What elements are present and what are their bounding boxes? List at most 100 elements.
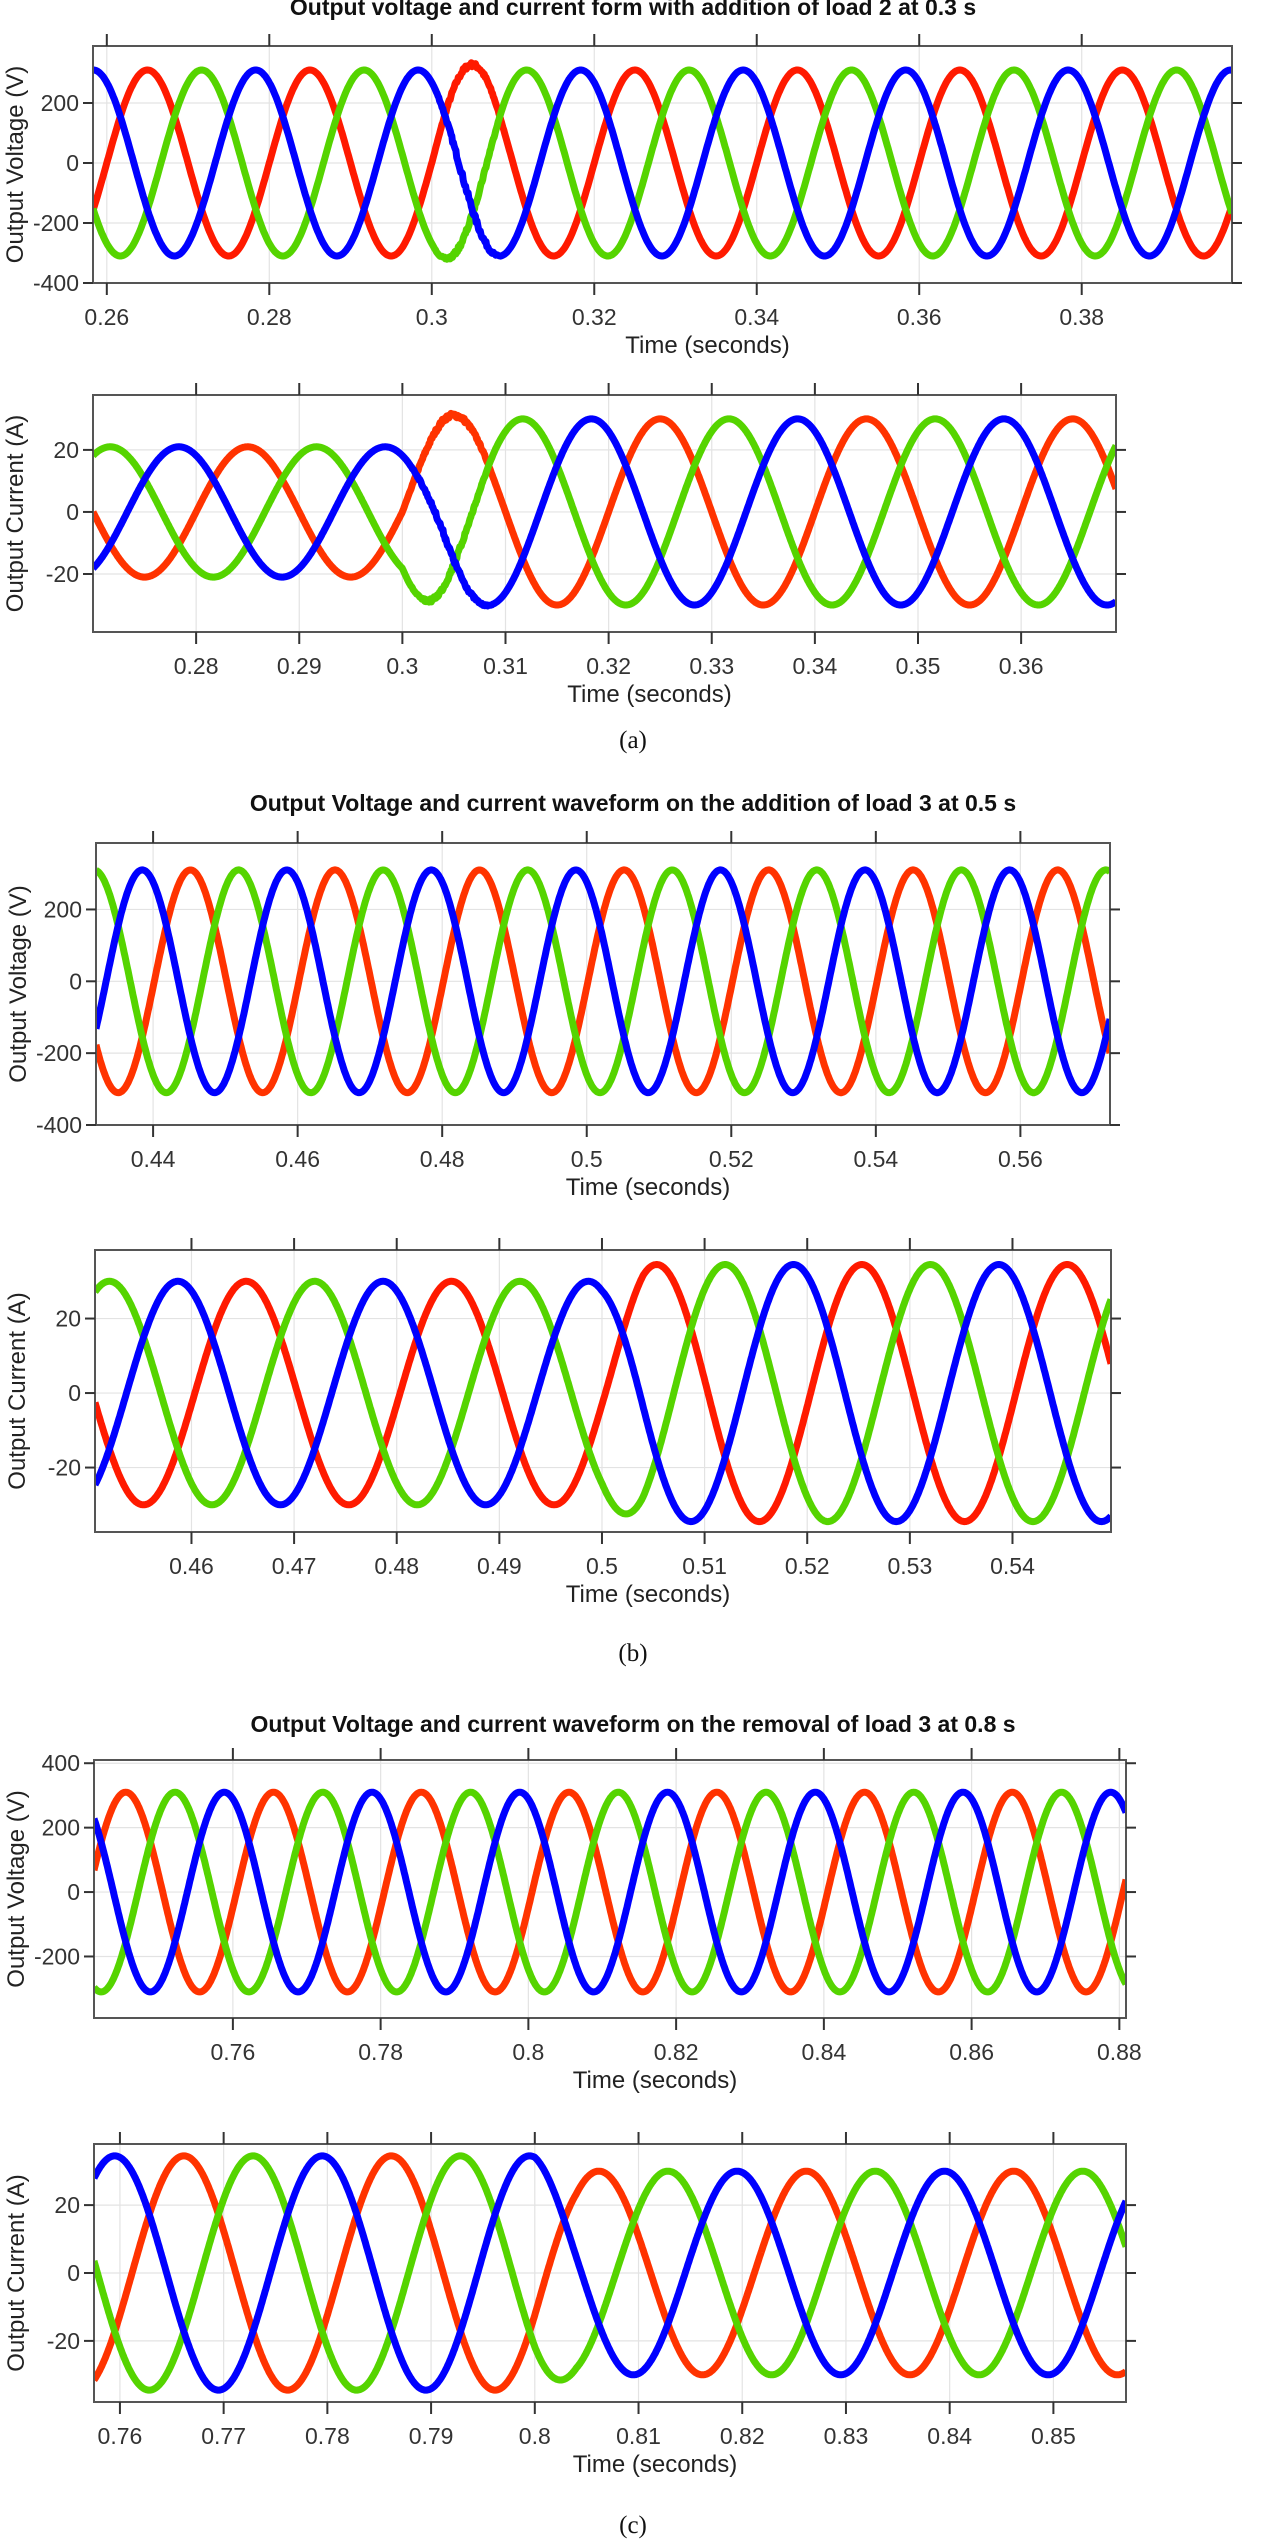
x-tick-label: 0.32: [572, 304, 617, 330]
y-tick-label: -200: [34, 1943, 80, 1969]
x-tick-label: 0.47: [272, 1553, 317, 1579]
x-tick-label: 0.82: [654, 2039, 699, 2065]
x-tick-label: 0.32: [586, 653, 631, 679]
trace-phase-c: [93, 415, 1116, 610]
x-tick-label: 0.34: [792, 653, 837, 679]
x-tick-label: 0.36: [897, 304, 942, 330]
x-axis-label: Time (seconds): [566, 1174, 730, 1201]
waveform-traces: [96, 866, 1110, 1097]
axes-frame: [95, 842, 1111, 1126]
y-axis-label: Output Voltage (V): [2, 66, 29, 263]
y-tick-label: -400: [33, 270, 79, 296]
x-tick-label: 0.52: [709, 1146, 754, 1172]
y-tick-label: 20: [55, 1306, 81, 1332]
y-tick-label: -200: [33, 210, 79, 236]
y-tick-label: -20: [48, 1455, 81, 1481]
x-tick-label: 0.3: [416, 304, 448, 330]
waveform-traces: [93, 59, 1232, 263]
axes-frame: [92, 394, 1117, 633]
x-tick-label: 0.79: [409, 2423, 454, 2449]
x-tick-label: 0.33: [689, 653, 734, 679]
figure-a-caption: (a): [619, 727, 647, 754]
y-axis-label: Output Current (A): [3, 2174, 30, 2371]
figure-b-caption: (b): [618, 1640, 648, 1667]
axes-frame: [92, 45, 1233, 284]
x-tick-label: 0.52: [785, 1553, 830, 1579]
x-tick-label: 0.81: [616, 2423, 661, 2449]
trace-phase-a: [95, 1261, 1111, 1526]
y-tick-label: 0: [66, 499, 79, 525]
trace-phase-a: [93, 409, 1116, 609]
y-tick-label: 0: [66, 150, 79, 176]
x-tick-label: 0.78: [305, 2423, 350, 2449]
trace-phase-c: [95, 1261, 1111, 1526]
y-tick-label: 400: [42, 1750, 80, 1776]
y-tick-label: 0: [68, 1380, 81, 1406]
x-axis-label: Time (seconds): [625, 332, 789, 359]
trace-phase-b: [93, 415, 1116, 609]
x-tick-label: 0.31: [483, 653, 528, 679]
x-tick-label: 0.29: [277, 653, 322, 679]
x-tick-label: 0.8: [519, 2423, 551, 2449]
y-tick-label: -20: [47, 2328, 80, 2354]
trace-phase-b: [94, 2152, 1126, 2394]
axes-frame: [93, 1759, 1127, 2019]
x-tick-label: 0.28: [174, 653, 219, 679]
y-tick-label: 200: [42, 1815, 80, 1841]
y-tick-label: 20: [54, 2192, 80, 2218]
x-axis-label: Time (seconds): [573, 2067, 737, 2094]
trace-phase-b: [95, 1261, 1111, 1526]
y-axis-label: Output Current (A): [4, 1292, 31, 1489]
y-tick-label: -400: [36, 1112, 82, 1138]
x-tick-label: 0.28: [247, 304, 292, 330]
trace-phase-a: [94, 2152, 1126, 2394]
x-tick-label: 0.5: [586, 1553, 618, 1579]
trace-phase-c: [96, 866, 1110, 1097]
figure-c-title: Output Voltage and current waveform on t…: [250, 1711, 1016, 1737]
figure-b-title: Output Voltage and current waveform on t…: [249, 790, 1017, 816]
x-tick-label: 0.86: [949, 2039, 994, 2065]
x-tick-label: 0.48: [374, 1553, 419, 1579]
x-axis-label: Time (seconds): [573, 2451, 737, 2478]
trace-phase-c: [93, 66, 1232, 260]
x-tick-label: 0.84: [801, 2039, 846, 2065]
x-tick-label: 0.56: [998, 1146, 1043, 1172]
x-tick-label: 0.84: [927, 2423, 972, 2449]
x-tick-label: 0.82: [720, 2423, 765, 2449]
x-tick-label: 0.46: [169, 1553, 214, 1579]
y-tick-label: -200: [36, 1040, 82, 1066]
y-tick-label: 20: [53, 437, 79, 463]
y-tick-label: 0: [69, 968, 82, 994]
y-tick-label: -20: [46, 561, 79, 587]
x-tick-label: 0.48: [420, 1146, 465, 1172]
x-tick-label: 0.76: [210, 2039, 255, 2065]
x-tick-label: 0.36: [999, 653, 1044, 679]
x-tick-label: 0.49: [477, 1553, 522, 1579]
x-tick-label: 0.54: [853, 1146, 898, 1172]
trace-phase-b: [96, 866, 1110, 1097]
x-tick-label: 0.51: [682, 1553, 727, 1579]
y-tick-label: 0: [67, 1879, 80, 1905]
x-tick-label: 0.88: [1097, 2039, 1142, 2065]
y-tick-label: 200: [44, 896, 82, 922]
x-tick-label: 0.53: [887, 1553, 932, 1579]
trace-phase-c: [94, 1788, 1126, 1996]
trace-phase-a: [94, 1788, 1126, 1996]
waveform-traces: [94, 1788, 1126, 1996]
x-tick-label: 0.5: [571, 1146, 603, 1172]
x-tick-label: 0.38: [1059, 304, 1104, 330]
x-tick-label: 0.3: [386, 653, 418, 679]
waveform-traces: [93, 409, 1116, 610]
trace-phase-c: [94, 2152, 1126, 2394]
axes-frame: [94, 1249, 1112, 1533]
x-tick-label: 0.26: [84, 304, 129, 330]
x-tick-label: 0.78: [358, 2039, 403, 2065]
waveform-traces: [94, 2152, 1126, 2394]
x-tick-label: 0.77: [201, 2423, 246, 2449]
x-tick-label: 0.8: [512, 2039, 544, 2065]
x-tick-label: 0.34: [734, 304, 779, 330]
